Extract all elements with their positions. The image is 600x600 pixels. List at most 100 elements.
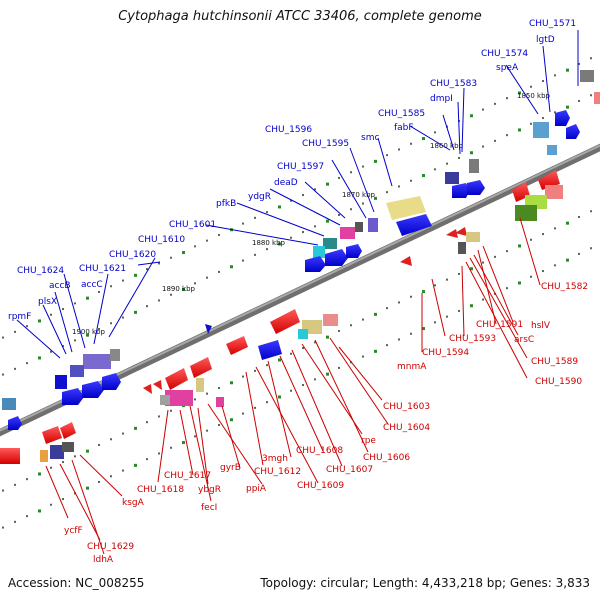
track-dot (2, 373, 4, 376)
track-dot (482, 108, 484, 111)
gene-box (323, 238, 337, 249)
gene-label: ldhA (93, 555, 114, 565)
gene-box (0, 448, 20, 464)
gene-label: hslV (531, 321, 551, 331)
track-dot (326, 182, 329, 186)
gene-label: CHU_1589 (531, 357, 578, 367)
gene-label: CHU_1609 (297, 481, 344, 491)
track-dot (218, 270, 220, 273)
track-dot (278, 358, 281, 362)
track-dot (134, 426, 137, 430)
track-dot (386, 344, 388, 347)
scale-label-1880: 1880 kbp (252, 239, 286, 247)
gene-label: rpmF (8, 312, 31, 322)
track-dot (446, 315, 448, 318)
gene-label: dmpI (430, 94, 453, 104)
track-dot (206, 276, 208, 279)
track-dot (74, 339, 76, 342)
track-dot (182, 251, 185, 255)
gene-arrow (446, 229, 458, 238)
gene-arrow (400, 256, 412, 266)
track-dot (50, 313, 52, 316)
track-dot (434, 131, 436, 134)
gene-box (533, 122, 549, 138)
track-dot (146, 458, 148, 461)
gene-arrow (143, 384, 152, 394)
track-dot (26, 325, 28, 328)
track-dot (326, 219, 329, 223)
gene-label: plsX (38, 297, 57, 307)
track-dot (494, 139, 496, 142)
track-dot (458, 309, 460, 312)
track-dot (542, 117, 544, 120)
track-dot (230, 418, 233, 422)
track-dot (302, 384, 304, 387)
track-dot (338, 176, 340, 179)
gene-box (458, 242, 466, 254)
gene-arrow (452, 183, 470, 198)
track-dot (110, 285, 112, 288)
gene-label: lgtD (536, 35, 555, 45)
gene-box (2, 398, 16, 410)
track-dot (194, 398, 196, 401)
track-dot (314, 378, 316, 381)
gene-label: smc (361, 133, 379, 143)
track-dot (350, 208, 352, 211)
track-dot (530, 122, 532, 125)
track-dot (170, 293, 172, 296)
gene-box (515, 205, 537, 221)
gene-label: gyrB (220, 463, 241, 473)
track-dot (566, 68, 569, 72)
gene-arrow (455, 227, 467, 236)
gene-box (165, 390, 193, 406)
track-dot (38, 319, 41, 323)
gene-box (469, 159, 479, 173)
gene-arrow (82, 381, 104, 398)
track-dot (2, 526, 4, 529)
track-dot (26, 362, 28, 365)
track-dot (2, 336, 4, 339)
track-dot (74, 302, 76, 305)
track-dot (374, 196, 377, 200)
track-dot (266, 364, 268, 367)
track-dot (266, 401, 268, 404)
track-dot (554, 74, 556, 77)
track-dot (158, 415, 160, 418)
track-dot (14, 483, 16, 486)
track-dot (374, 159, 377, 163)
track-dot (362, 165, 364, 168)
gene-box (386, 196, 426, 220)
track-dot (14, 330, 16, 333)
track-dot (422, 174, 425, 178)
track-dot (206, 392, 208, 395)
track-dot (554, 264, 556, 267)
gene-box (160, 395, 170, 405)
gene-label: 3mgh (262, 454, 288, 464)
track-dot (362, 318, 364, 321)
gene-label: fecI (201, 503, 217, 513)
gene-arrow (258, 340, 282, 360)
track-dot (206, 239, 208, 242)
gene-arrow (8, 416, 22, 430)
gene-label: accB (49, 281, 71, 291)
forward-genes (2, 70, 600, 430)
track-dot (170, 409, 172, 412)
gene-label: CHU_1574 (481, 49, 528, 59)
gene-label: fabF (394, 123, 414, 133)
gene-box (55, 375, 67, 389)
reverse-gene-labels: CHU_1582 hslV CHU_1591 arsC CHU_1589 CHU… (64, 282, 588, 565)
track-dot (578, 62, 580, 65)
track-dot (566, 258, 569, 262)
track-dot (194, 282, 196, 285)
gene-label: CHU_1582 (541, 282, 588, 292)
track-dot (14, 367, 16, 370)
gene-arrow (190, 357, 212, 378)
accession-text: Accession: NC_008255 (8, 576, 145, 590)
track-dot (242, 412, 244, 415)
track-dot (518, 281, 521, 285)
track-dot (290, 236, 292, 239)
track-dot (374, 349, 377, 353)
track-dot (494, 102, 496, 105)
track-dot (86, 296, 89, 300)
